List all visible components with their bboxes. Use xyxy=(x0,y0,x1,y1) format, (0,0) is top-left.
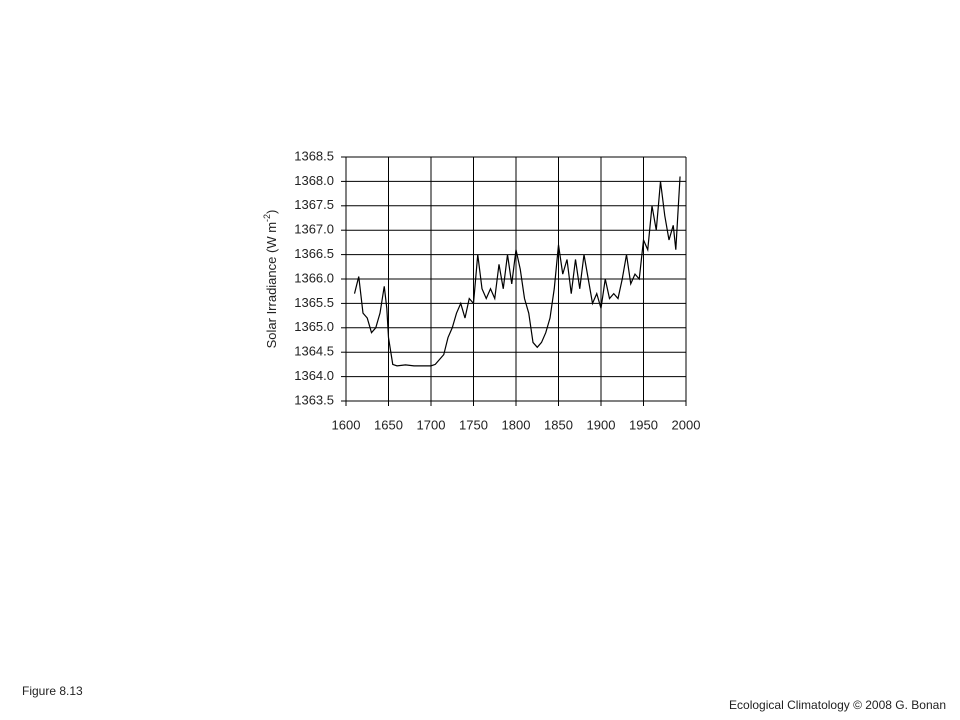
y-tick-label: 1363.5 xyxy=(294,392,334,407)
y-tick-label: 1365.5 xyxy=(294,295,334,310)
y-tick-label: 1367.0 xyxy=(294,222,334,237)
y-tick-label: 1368.5 xyxy=(294,148,334,163)
data-line xyxy=(353,176,681,367)
x-tick-label: 1900 xyxy=(587,417,616,432)
y-tick-label: 1366.5 xyxy=(294,246,334,261)
y-tick-label: 1368.0 xyxy=(294,173,334,188)
y-label-sup: -2 xyxy=(262,214,272,222)
x-tick-label: 1650 xyxy=(374,417,403,432)
y-tick-label: 1364.5 xyxy=(294,344,334,359)
x-tick-label: 2000 xyxy=(672,417,701,432)
figure-label: Figure 8.13 xyxy=(22,684,83,698)
x-tick-label: 1800 xyxy=(502,417,531,432)
y-axis-label: Solar Irradiance (W m-2) xyxy=(262,210,279,349)
y-label-main: Solar Irradiance (W m xyxy=(264,222,279,348)
x-tick-label: 1750 xyxy=(459,417,488,432)
x-tick-label: 1600 xyxy=(332,417,361,432)
credit: Ecological Climatology © 2008 G. Bonan xyxy=(729,698,946,712)
y-tick-label: 1367.5 xyxy=(294,197,334,212)
y-tick-label: 1365.0 xyxy=(294,319,334,334)
x-tick-label: 1700 xyxy=(417,417,446,432)
x-tick-label: 1850 xyxy=(544,417,573,432)
y-tick-label: 1366.0 xyxy=(294,270,334,285)
y-label-end: ) xyxy=(264,210,279,214)
x-tick-label: 1950 xyxy=(629,417,658,432)
y-tick-label: 1364.0 xyxy=(294,368,334,383)
